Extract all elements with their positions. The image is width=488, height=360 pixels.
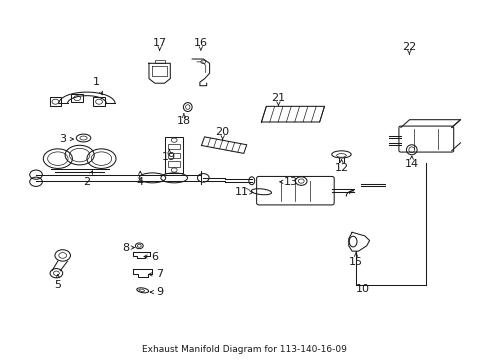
Text: 14: 14 xyxy=(404,159,418,169)
Text: 12: 12 xyxy=(334,163,348,172)
Bar xyxy=(168,162,180,167)
Bar xyxy=(93,98,104,106)
Text: 2: 2 xyxy=(83,177,90,187)
Text: 11: 11 xyxy=(235,188,248,197)
Text: 22: 22 xyxy=(402,41,416,51)
Bar xyxy=(71,94,83,103)
Text: 21: 21 xyxy=(271,93,285,103)
Text: 5: 5 xyxy=(54,280,61,290)
Text: 6: 6 xyxy=(151,252,158,261)
Text: 9: 9 xyxy=(156,287,163,297)
Text: 18: 18 xyxy=(177,116,191,126)
Bar xyxy=(168,153,180,158)
Text: Exhaust Manifold Diagram for 113-140-16-09: Exhaust Manifold Diagram for 113-140-16-… xyxy=(142,345,346,354)
Text: 13: 13 xyxy=(283,177,297,187)
Bar xyxy=(155,60,164,63)
Text: 19: 19 xyxy=(162,152,176,162)
Text: 7: 7 xyxy=(156,269,163,279)
Text: 3: 3 xyxy=(59,134,66,144)
Text: 15: 15 xyxy=(348,257,362,267)
Text: 16: 16 xyxy=(193,38,207,48)
Bar xyxy=(168,144,180,149)
Bar xyxy=(165,137,183,173)
Bar xyxy=(49,98,61,106)
Text: 17: 17 xyxy=(152,38,166,48)
Text: 8: 8 xyxy=(122,243,129,253)
Text: 20: 20 xyxy=(215,127,229,137)
Text: 1: 1 xyxy=(93,77,100,87)
Text: 4: 4 xyxy=(137,177,143,187)
Text: 10: 10 xyxy=(356,284,369,293)
